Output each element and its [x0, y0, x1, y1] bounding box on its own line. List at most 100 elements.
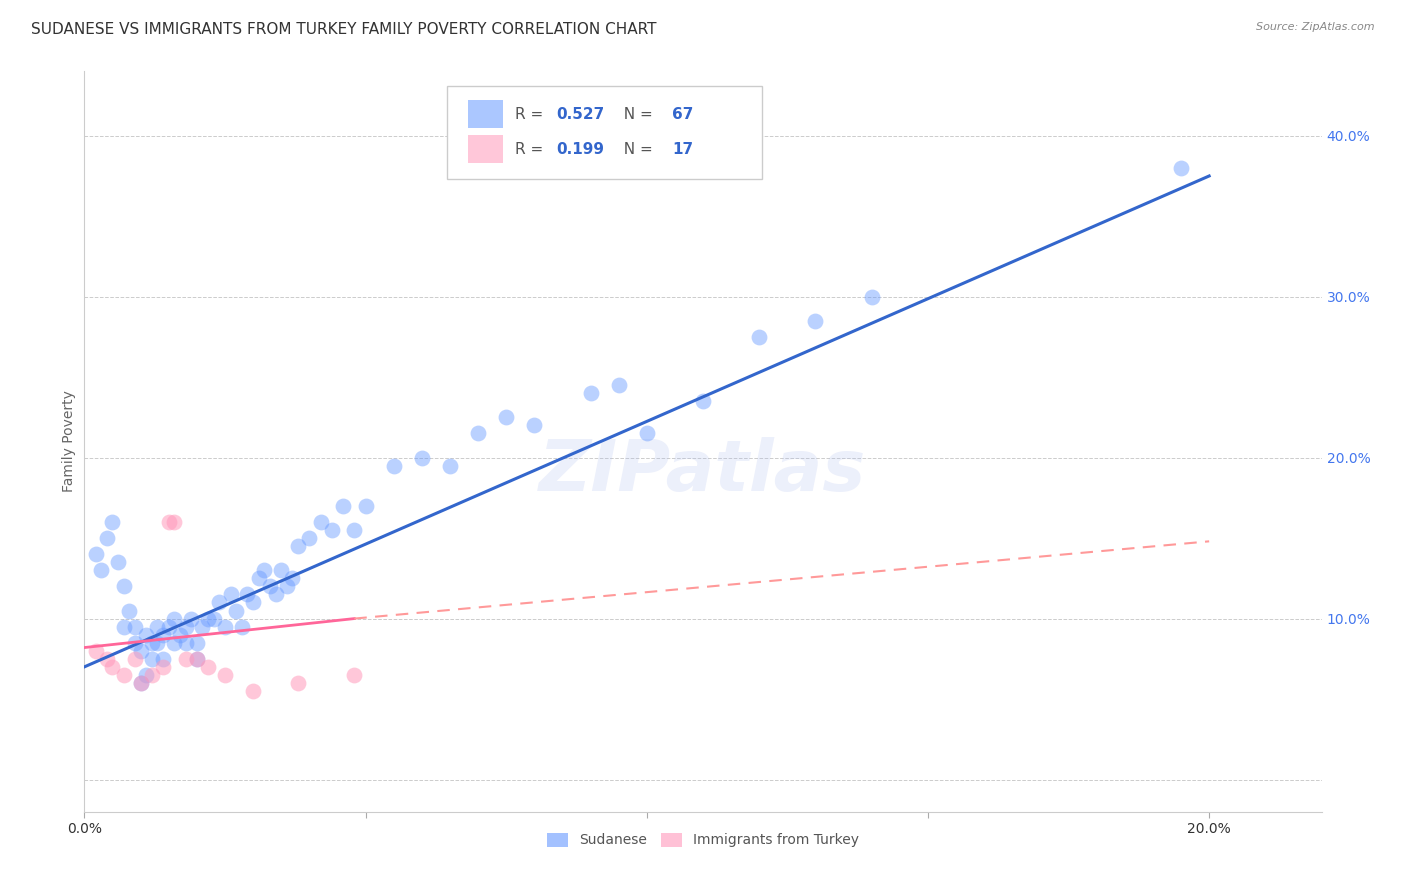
Point	[439, 458, 461, 473]
Point	[157, 619, 180, 633]
Point	[467, 426, 489, 441]
Point	[112, 579, 135, 593]
Legend: Sudanese, Immigrants from Turkey: Sudanese, Immigrants from Turkey	[541, 827, 865, 853]
Point	[281, 571, 304, 585]
Text: SUDANESE VS IMMIGRANTS FROM TURKEY FAMILY POVERTY CORRELATION CHART: SUDANESE VS IMMIGRANTS FROM TURKEY FAMIL…	[31, 22, 657, 37]
Point	[276, 579, 298, 593]
Point	[259, 579, 281, 593]
Point	[186, 652, 208, 666]
Point	[247, 571, 270, 585]
Text: Source: ZipAtlas.com: Source: ZipAtlas.com	[1257, 22, 1375, 32]
Point	[124, 636, 146, 650]
Point	[287, 676, 309, 690]
Text: 17: 17	[672, 142, 693, 157]
Text: 0.527: 0.527	[555, 107, 605, 122]
Point	[129, 644, 152, 658]
Point	[242, 595, 264, 609]
Point	[84, 644, 107, 658]
Point	[84, 547, 107, 561]
Point	[636, 426, 658, 441]
Point	[96, 652, 118, 666]
Point	[129, 676, 152, 690]
Point	[163, 636, 186, 650]
Point	[124, 652, 146, 666]
Point	[174, 619, 197, 633]
Point	[197, 611, 219, 625]
Point	[135, 668, 157, 682]
Point	[692, 394, 714, 409]
Point	[748, 330, 770, 344]
Point	[382, 458, 405, 473]
Point	[523, 418, 546, 433]
Point	[236, 587, 259, 601]
Text: ZIPatlas: ZIPatlas	[540, 437, 866, 506]
Point	[253, 563, 276, 577]
Point	[157, 515, 180, 529]
Point	[411, 450, 433, 465]
Point	[270, 563, 292, 577]
Point	[1170, 161, 1192, 175]
Point	[214, 668, 236, 682]
Point	[146, 619, 169, 633]
Point	[264, 587, 287, 601]
Point	[343, 523, 366, 537]
Text: R =: R =	[515, 107, 548, 122]
Point	[197, 660, 219, 674]
Point	[169, 628, 191, 642]
Text: 0.199: 0.199	[555, 142, 603, 157]
Text: N =: N =	[614, 142, 658, 157]
Text: R =: R =	[515, 142, 548, 157]
Point	[152, 660, 174, 674]
Point	[208, 595, 231, 609]
Point	[112, 619, 135, 633]
Point	[112, 668, 135, 682]
Point	[141, 636, 163, 650]
Point	[321, 523, 343, 537]
Point	[107, 555, 129, 569]
Point	[163, 515, 186, 529]
Point	[174, 652, 197, 666]
Point	[579, 386, 602, 401]
Point	[225, 603, 247, 617]
Point	[242, 684, 264, 698]
Point	[607, 378, 630, 392]
Point	[287, 539, 309, 553]
Y-axis label: Family Poverty: Family Poverty	[62, 391, 76, 492]
Point	[90, 563, 112, 577]
Point	[219, 587, 242, 601]
Point	[214, 619, 236, 633]
Point	[202, 611, 225, 625]
Point	[191, 619, 214, 633]
Point	[163, 611, 186, 625]
FancyBboxPatch shape	[468, 100, 502, 128]
FancyBboxPatch shape	[468, 135, 502, 163]
Point	[860, 290, 883, 304]
Point	[129, 676, 152, 690]
Point	[804, 314, 827, 328]
Text: N =: N =	[614, 107, 658, 122]
Point	[101, 660, 124, 674]
Point	[141, 652, 163, 666]
Point	[186, 636, 208, 650]
Point	[101, 515, 124, 529]
Point	[495, 410, 517, 425]
Point	[135, 628, 157, 642]
Point	[231, 619, 253, 633]
Point	[186, 652, 208, 666]
Point	[309, 515, 332, 529]
Point	[124, 619, 146, 633]
Point	[146, 636, 169, 650]
Point	[298, 531, 321, 545]
Point	[174, 636, 197, 650]
FancyBboxPatch shape	[447, 87, 762, 178]
Point	[118, 603, 141, 617]
Point	[332, 499, 354, 513]
Point	[343, 668, 366, 682]
Point	[180, 611, 202, 625]
Text: 67: 67	[672, 107, 693, 122]
Point	[96, 531, 118, 545]
Point	[152, 628, 174, 642]
Point	[141, 668, 163, 682]
Point	[152, 652, 174, 666]
Point	[354, 499, 377, 513]
